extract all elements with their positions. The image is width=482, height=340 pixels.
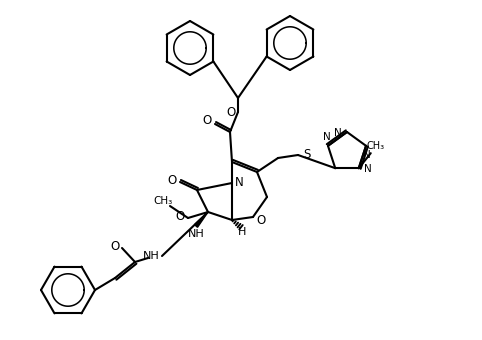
- Text: N: N: [323, 132, 331, 142]
- Polygon shape: [194, 212, 208, 227]
- Text: O: O: [175, 209, 185, 222]
- Text: O: O: [110, 239, 120, 253]
- Text: NH: NH: [143, 251, 160, 261]
- Text: N: N: [363, 150, 371, 160]
- Text: N: N: [364, 164, 372, 174]
- Text: S: S: [303, 148, 311, 160]
- Text: N: N: [334, 128, 342, 138]
- Text: CH₃: CH₃: [153, 196, 173, 206]
- Text: N: N: [235, 175, 243, 188]
- Text: NH: NH: [187, 229, 204, 239]
- Text: O: O: [167, 173, 176, 187]
- Text: H: H: [238, 227, 246, 237]
- Text: CH₃: CH₃: [367, 141, 385, 151]
- Text: O: O: [256, 214, 266, 226]
- Text: O: O: [227, 106, 236, 119]
- Text: O: O: [202, 114, 212, 126]
